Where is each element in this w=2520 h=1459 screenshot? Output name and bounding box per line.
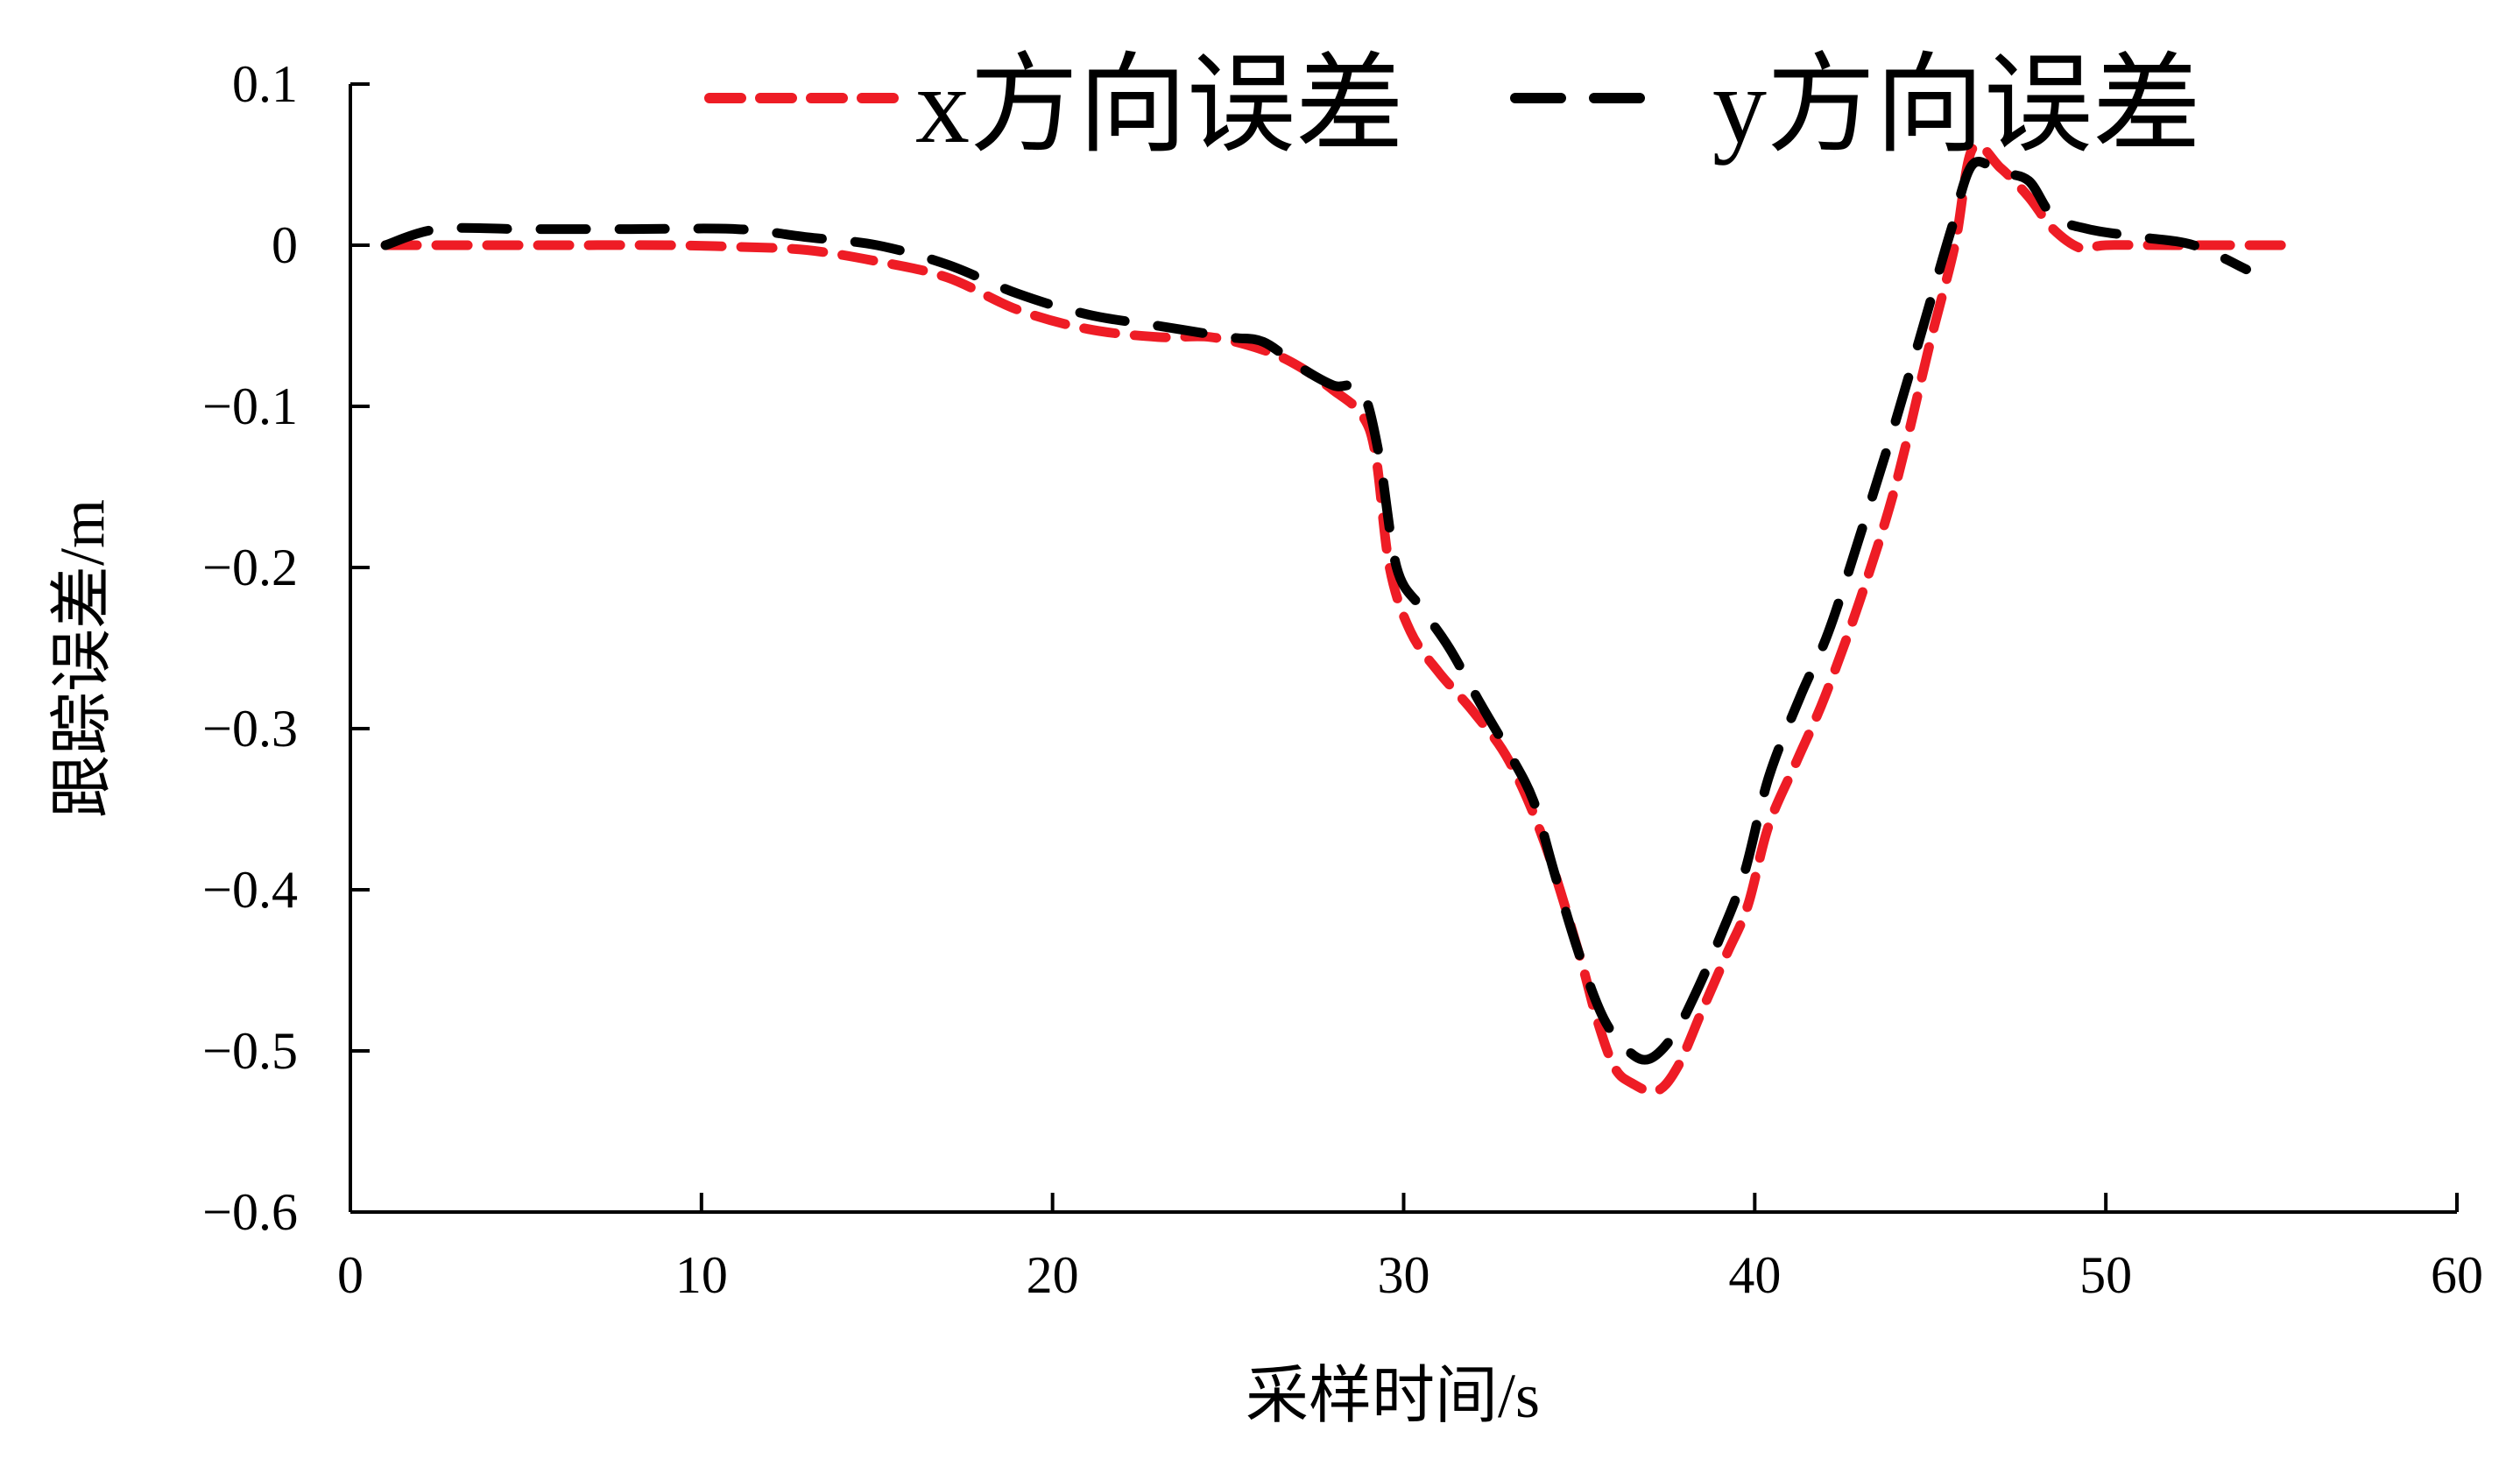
axes: 0.1 0 −0.1 −0.2 −0.3 −0.4 −0.5 −0.6 0 10 20 30 40 50 6… (202, 55, 2483, 1304)
x-tick-label: 60 (2431, 1246, 2483, 1304)
series-line-2 (380, 157, 2251, 1065)
y-tick-label: −0.1 (202, 377, 298, 435)
legend-label-1: x方向误差 (915, 46, 1404, 166)
plot-lines (380, 140, 2287, 1097)
legend-label-2: y方向误差 (1712, 46, 2201, 166)
y-tick-label: −0.3 (202, 700, 298, 758)
x-tick-label: 50 (2079, 1246, 2132, 1304)
y-tick-label: 0.1 (232, 55, 298, 113)
x-tick-label: 40 (1728, 1246, 1781, 1304)
y-tick-label: −0.2 (202, 539, 298, 596)
y-axis-title: 跟踪误差/m (47, 499, 117, 818)
x-tick-label: 20 (1027, 1246, 1079, 1304)
x-axis-title: 采样时间/s (1246, 1361, 1540, 1431)
x-tick-label: 10 (675, 1246, 728, 1304)
series-line-1 (380, 140, 2287, 1097)
y-tick-label: 0 (272, 216, 298, 274)
x-tick-label: 30 (1378, 1246, 1430, 1304)
x-tick-label: 0 (337, 1246, 364, 1304)
y-tick-label: −0.4 (202, 861, 298, 919)
y-tick-label: −0.6 (202, 1183, 298, 1241)
y-tick-label: −0.5 (202, 1022, 298, 1080)
legend: x方向误差 y方向误差 (704, 46, 2201, 166)
